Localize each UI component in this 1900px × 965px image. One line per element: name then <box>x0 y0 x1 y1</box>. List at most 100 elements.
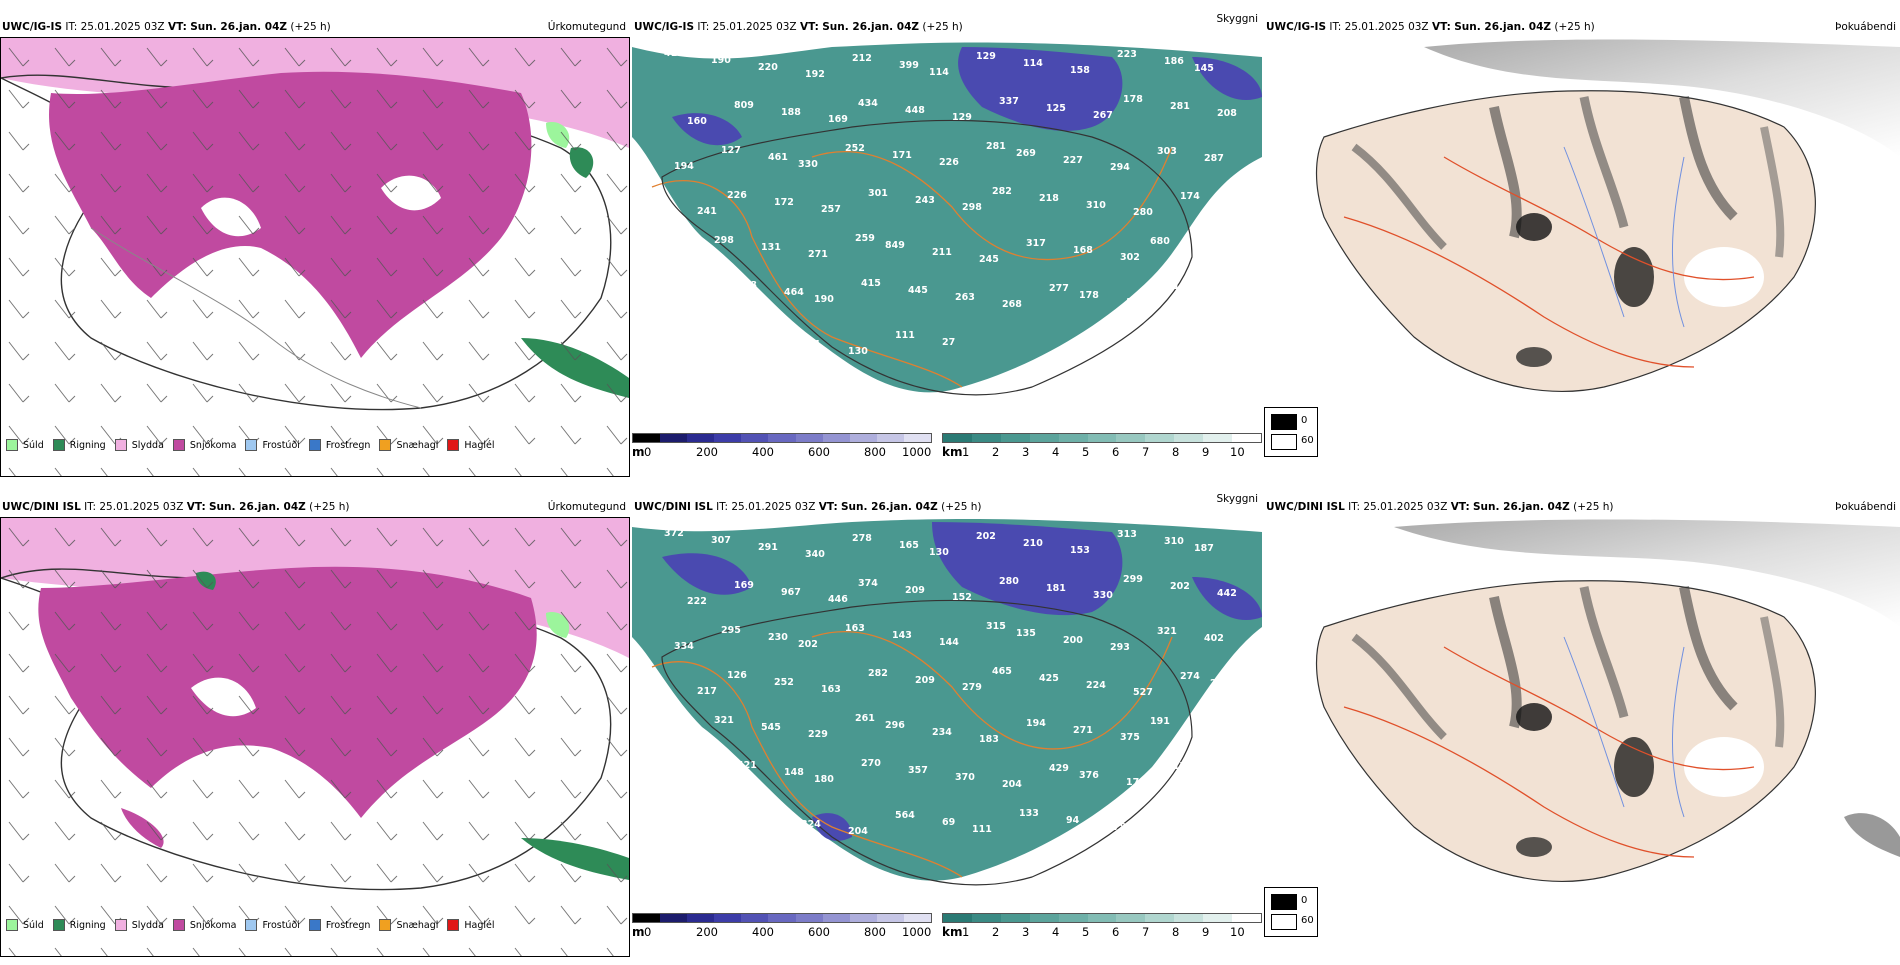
cloud-base-value: 298 <box>962 202 982 213</box>
cloud-base-value: 202 <box>1170 581 1190 592</box>
cloud-base-value: 376 <box>1079 770 1099 781</box>
cloud-base-value: 299 <box>1123 574 1143 585</box>
scale-step <box>1116 914 1146 922</box>
scale-step <box>943 914 972 922</box>
legend-label: Haglél <box>464 919 495 931</box>
legend-label: Súld <box>23 439 44 451</box>
cloud-base-value: 269 <box>1016 148 1036 159</box>
cloud-base-value: 849 <box>885 240 905 251</box>
legend-item: Súld <box>6 439 44 451</box>
precip-type-map[interactable] <box>0 517 630 957</box>
legend-item: Frostregn <box>308 439 370 451</box>
cloud-base-value: 434 <box>858 98 878 109</box>
scale-step <box>876 434 904 442</box>
cloud-base-value: 415 <box>861 278 881 289</box>
legend-swatch <box>114 919 127 931</box>
cloud-base-value: 913 <box>667 731 687 742</box>
cloud-base-value: 245 <box>979 254 999 265</box>
scale-step <box>714 434 742 442</box>
scale-step <box>1000 914 1030 922</box>
cloud-base-value: 622 <box>1220 768 1240 779</box>
scale-step <box>1087 914 1117 922</box>
scale-step <box>1174 914 1204 922</box>
cloud-base-value: 545 <box>761 722 781 733</box>
cloud-visibility-map[interactable]: 372 307 291 340 278 165 130 202 210 153 313 310 187 2… <box>632 517 1262 925</box>
scale-step <box>822 914 850 922</box>
cloud-base-value: 226 <box>727 190 747 201</box>
cloud-base-value: 178 <box>1123 94 1143 105</box>
visibility-scale: km 1 2 3 4 5 6 7 8 9 10 <box>942 913 1262 939</box>
scale-step <box>1000 434 1030 442</box>
cloud-base-value: 105 <box>724 805 744 816</box>
forecast-row-igis: UWC/IG-IS IT: 25.01.2025 03Z VT: Sun. 26… <box>0 13 1900 485</box>
cloud-visibility-map[interactable]: 418 190 220 192 212 399 114 129 114 158 223 186 145 1… <box>632 37 1262 445</box>
legend-label: Snæhagl <box>396 439 439 451</box>
cloud-base-value: 191 <box>1150 716 1170 727</box>
cloud-base-value: 259 <box>855 233 875 244</box>
panel-title: UWC/DINI ISL IT: 25.01.2025 03Z VT: Sun.… <box>634 493 1258 513</box>
cloud-base-value: 27 <box>942 337 955 348</box>
cloud-base-value: 375 <box>1120 732 1140 743</box>
cloud-base-value: 111 <box>801 339 821 350</box>
fog-indicator-map[interactable] <box>1264 37 1900 445</box>
cloud-base-value: 399 <box>899 60 919 71</box>
cloud-base-value: 186 <box>1164 56 1184 67</box>
legend-swatch <box>379 919 392 931</box>
fog-indicator-panel: UWC/IG-IS IT: 25.01.2025 03Z VT: Sun. 26… <box>1264 15 1900 475</box>
scale-step <box>1087 434 1117 442</box>
cloud-base-value: 220 <box>758 62 778 73</box>
scale-step <box>971 434 1001 442</box>
cloud-base-value: 369 <box>667 251 687 262</box>
scale-step <box>1174 434 1204 442</box>
cloud-base-value: 291 <box>758 542 778 553</box>
forecast-row-dini: UWC/DINI ISL IT: 25.01.2025 03Z VT: Sun.… <box>0 493 1900 965</box>
cloud-base-value: 152 <box>952 592 972 603</box>
cloud-base-value: 227 <box>1063 155 1083 166</box>
fog-indicator-map[interactable] <box>1264 517 1900 925</box>
scale-step <box>1058 914 1088 922</box>
cloud-base-value: 310 <box>1086 200 1106 211</box>
cloud-base-value: 114 <box>929 67 949 78</box>
cloud-base-value: 131 <box>761 242 781 253</box>
cloud-base-value: 809 <box>734 100 754 111</box>
cloud-base-value: 194 <box>1026 718 1046 729</box>
cloud-base-value: 280 <box>1133 207 1153 218</box>
legend-item: Snjókoma <box>172 439 236 451</box>
cloud-base-value: 301 <box>868 188 888 199</box>
cloud-base-value: 94 <box>1066 815 1080 826</box>
cloud-base-value: 192 <box>805 69 825 80</box>
cloud-base-value: 143 <box>892 630 912 641</box>
cloud-base-value: 204 <box>848 826 868 837</box>
cloud-base-value: 146 <box>1173 281 1193 292</box>
cloud-base-value: 165 <box>899 540 919 551</box>
cloud-base-value: 589 <box>724 325 744 336</box>
legend-label: Slydda <box>131 919 164 931</box>
scale-step <box>849 434 877 442</box>
cloud-base-value: 208 <box>1217 108 1237 119</box>
cloud-base-value: 229 <box>808 729 828 740</box>
scale-step <box>903 914 932 922</box>
cloud-base-value: 287 <box>1204 153 1224 164</box>
scale-step <box>660 914 688 922</box>
cloud-base-value: 230 <box>768 632 788 643</box>
cloud-base-value: 194 <box>674 161 694 172</box>
cloud-base-value: 295 <box>721 625 741 636</box>
precip-type-map[interactable] <box>0 37 630 477</box>
cloud-base-value: 44 <box>1207 813 1221 824</box>
cloud-base-value: 279 <box>1210 198 1230 209</box>
cloud-base-value: 144 <box>939 637 959 648</box>
scale-step <box>741 434 769 442</box>
cloud-visibility-panel: UWC/IG-IS IT: 25.01.2025 03Z VT: Sun. 26… <box>632 13 1262 475</box>
cloud-base-value: 172 <box>774 197 794 208</box>
cloud-base-value: 168 <box>1073 245 1093 256</box>
cloud-base-value: 69 <box>942 817 955 828</box>
cloud-base-scale: m 0 200 400 600 800 1000 <box>632 433 932 459</box>
panel-type-label: Úrkomutegund <box>547 21 626 33</box>
cloud-base-value: 461 <box>768 152 788 163</box>
cloud-base-value: 129 <box>952 112 972 123</box>
cloud-base-value: 446 <box>828 594 848 605</box>
cloud-base-value: 158 <box>1070 65 1090 76</box>
legend-label: Frostúði <box>262 919 300 931</box>
cloud-base-value: 270 <box>861 758 881 769</box>
precip-type-panel: UWC/IG-IS IT: 25.01.2025 03Z VT: Sun. 26… <box>0 15 630 477</box>
